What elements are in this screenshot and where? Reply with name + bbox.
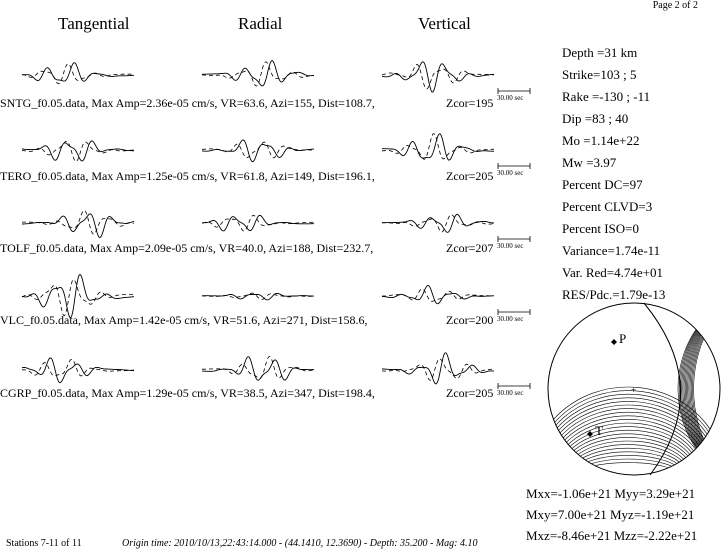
observed-trace (381, 285, 495, 305)
observed-trace (22, 62, 134, 82)
time-scale-bar (497, 88, 531, 94)
synthetic-trace (201, 214, 314, 232)
param-rake: Rake =-130 ; -11 (562, 89, 651, 104)
observed-trace (22, 140, 134, 162)
time-scale-bar (497, 163, 531, 169)
zcor-label: Zcor=205 (446, 169, 494, 183)
time-scale-label: 30.00 sec (497, 94, 524, 102)
page-label: Page 2 of 2 (652, 0, 698, 11)
origin-info: Origin time: 2010/10/13,22:43:14.000 - (… (122, 538, 478, 549)
synthetic-trace (381, 214, 495, 233)
observed-trace (382, 133, 494, 161)
synthetic-trace (381, 63, 495, 90)
p-axis-label: P (619, 331, 626, 346)
observed-trace (202, 139, 314, 163)
observed-trace (381, 61, 495, 93)
param-percent-dc: Percent DC=97 (562, 177, 643, 192)
synthetic-trace (201, 141, 315, 159)
time-scale-label: 30.00 sec (497, 169, 524, 177)
observed-trace (202, 356, 315, 381)
center-mark: + (631, 385, 636, 395)
time-scale-bar (497, 383, 531, 389)
param-var-red: Var. Red=4.74e+01 (562, 265, 663, 280)
time-scale-label: 30.00 sec (497, 389, 524, 397)
synthetic-trace (201, 61, 314, 87)
synthetic-trace (381, 133, 495, 160)
station-info-label: VLC_f0.05.data, Max Amp=1.42e-05 cm/s, V… (0, 313, 368, 327)
synthetic-trace (22, 358, 135, 377)
nodal-plane (643, 302, 682, 476)
synthetic-trace (21, 141, 135, 163)
column-header-vertical: Vertical (418, 14, 471, 33)
column-header-radial: Radial (238, 14, 283, 33)
t-axis-label: T (595, 423, 603, 438)
tensor-row-2: Mxy=7.00e+21 Myz=-1.19e+21 (526, 507, 695, 522)
observed-trace (21, 273, 135, 319)
param-res-pdc: RES/Pdc.=1.79e-13 (562, 287, 666, 302)
station-info-label: TERO_f0.05.data, Max Amp=1.25e-05 cm/s, … (0, 169, 375, 183)
tensor-row-1: Mxx=-1.06e+21 Myy=3.29e+21 (526, 486, 696, 501)
param-depth: Depth =31 km (562, 45, 638, 60)
p-axis-marker (611, 339, 617, 345)
tensor-row-3: Mxz=-8.46e+21 Mzz=-2.22e+21 (526, 528, 698, 543)
synthetic-trace (382, 358, 495, 381)
station-info-label: SNTG_f0.05.data, Max Amp=2.36e-05 cm/s, … (0, 96, 375, 110)
observed-trace (22, 213, 135, 239)
zcor-label: Zcor=205 (446, 386, 494, 400)
time-scale-label: 30.00 sec (497, 315, 524, 323)
column-header-tangential: Tangential (58, 14, 130, 33)
param-variance: Variance=1.74e-11 (562, 243, 661, 258)
station-info-label: CGRP_f0.05.data, Max Amp=1.29e-05 cm/s, … (0, 386, 375, 400)
time-scale-bar (497, 309, 531, 315)
observed-trace (202, 214, 315, 232)
zcor-label: Zcor=200 (446, 313, 494, 327)
t-axis-marker (587, 431, 593, 437)
synthetic-trace (382, 288, 494, 302)
param-mw: Mw =3.97 (562, 155, 617, 170)
synthetic-trace (201, 292, 314, 300)
stations-range-label: Stations 7-11 of 11 (6, 538, 82, 549)
time-scale-bar (497, 236, 531, 242)
station-info-label: TOLF_f0.05.data, Max Amp=2.09e-05 cm/s, … (0, 241, 374, 255)
param-percent-clvd: Percent CLVD=3 (562, 199, 653, 214)
zcor-label: Zcor=207 (446, 241, 494, 255)
observed-trace (21, 357, 135, 384)
param-mo: Mo =1.14e+22 (562, 133, 640, 148)
zcor-label: Zcor=195 (446, 96, 494, 110)
param-dip: Dip =83 ; 40 (562, 111, 629, 126)
synthetic-trace (22, 209, 135, 235)
observed-trace (381, 352, 495, 385)
synthetic-trace (22, 63, 134, 85)
param-strike: Strike=103 ; 5 (562, 67, 637, 82)
time-scale-label: 30.00 sec (497, 242, 524, 250)
param-percent-iso: Percent ISO=0 (562, 221, 640, 236)
synthetic-trace (21, 279, 134, 317)
